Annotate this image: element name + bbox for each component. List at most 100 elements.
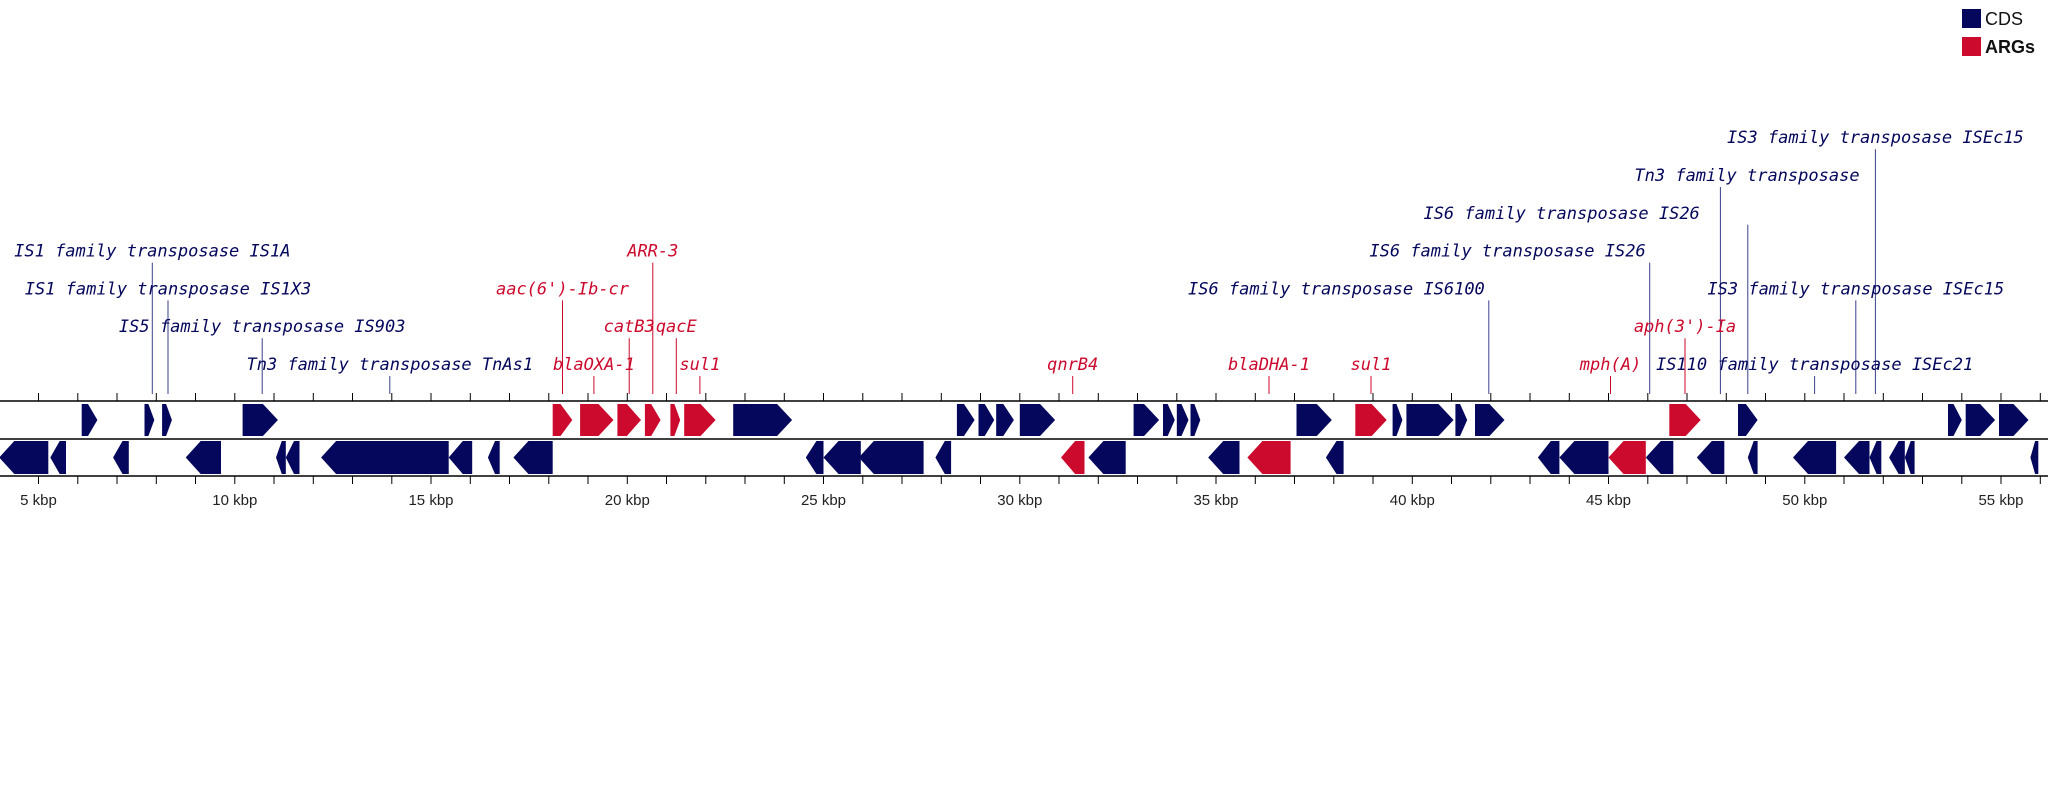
cds-feature-forward[interactable] [242, 404, 278, 436]
arg-feature-forward[interactable] [1355, 404, 1387, 436]
gene-features [0, 404, 2039, 474]
cds-feature-reverse[interactable] [0, 441, 49, 474]
axis-tick-label: 50 kbp [1782, 492, 1827, 509]
cds-feature-reverse[interactable] [50, 441, 66, 474]
cds-feature-reverse[interactable] [1088, 441, 1126, 474]
cds-feature-forward[interactable] [1475, 404, 1505, 436]
cds-feature-reverse[interactable] [1325, 441, 1344, 474]
axis-tick-label: 15 kbp [408, 492, 453, 509]
arg-feature-forward[interactable] [644, 404, 661, 436]
gene-label-is1-family-transposase-is1a: IS1 family transposase IS1A [14, 242, 290, 262]
cds-feature-forward[interactable] [733, 404, 793, 436]
gene-label-is110-family-transposase-isec21: IS110 family transposase ISEc21 [1656, 355, 1973, 375]
gene-label-sul1: sul1 [1351, 355, 1392, 375]
arg-feature-reverse[interactable] [1061, 441, 1085, 474]
arg-feature-forward[interactable] [617, 404, 641, 436]
cds-feature-forward[interactable] [162, 404, 172, 436]
arg-feature-forward[interactable] [552, 404, 573, 436]
cds-feature-reverse[interactable] [1869, 441, 1882, 474]
cds-feature-forward[interactable] [1190, 404, 1201, 436]
cds-feature-forward[interactable] [81, 404, 98, 436]
cds-feature-reverse[interactable] [1889, 441, 1905, 474]
cds-feature-reverse[interactable] [1844, 441, 1870, 474]
cds-feature-forward[interactable] [1455, 404, 1468, 436]
cds-feature-forward[interactable] [1163, 404, 1175, 436]
arg-feature-forward[interactable] [684, 404, 716, 436]
cds-feature-reverse[interactable] [285, 441, 300, 474]
axis-tick-label: 10 kbp [212, 492, 257, 509]
cds-feature-reverse[interactable] [487, 441, 500, 474]
cds-feature-reverse[interactable] [1537, 441, 1560, 474]
cds-legend-label: CDS [1985, 9, 2023, 29]
cds-feature-forward[interactable] [1176, 404, 1189, 436]
cds-feature-reverse[interactable] [1904, 441, 1915, 474]
gene-label-aac-6-ib-cr: aac(6')-Ib-cr [496, 279, 630, 299]
cds-feature-forward[interactable] [1738, 404, 1758, 436]
axis-tick-label: 45 kbp [1586, 492, 1631, 509]
cds-feature-reverse[interactable] [276, 441, 286, 474]
cds-feature-reverse[interactable] [185, 441, 221, 474]
axis-tick-label: 30 kbp [997, 492, 1042, 509]
cds-feature-reverse[interactable] [1747, 441, 1758, 474]
gene-label-is3-family-transposase-isec15: IS3 family transposase ISEc15 [1727, 128, 2024, 148]
gene-track [0, 400, 2048, 477]
cds-feature-reverse[interactable] [1793, 441, 1837, 474]
gene-label-is5-family-transposase-is903: IS5 family transposase IS903 [119, 317, 406, 337]
gene-label-mph-a: mph(A) [1579, 355, 1641, 375]
gene-label-is3-family-transposase-isec15: IS3 family transposase ISEc15 [1707, 279, 2004, 299]
gene-label-sul1: sul1 [679, 355, 720, 375]
gene-label-is6-family-transposase-is26: IS6 family transposase IS26 [1369, 242, 1645, 262]
cds-feature-forward[interactable] [1019, 404, 1056, 436]
arg-feature-forward[interactable] [1669, 404, 1701, 436]
cds-feature-reverse[interactable] [805, 441, 824, 474]
axis-tick-label: 40 kbp [1390, 492, 1435, 509]
cds-feature-reverse[interactable] [1696, 441, 1725, 474]
cds-feature-reverse[interactable] [513, 441, 553, 474]
cds-feature-reverse[interactable] [448, 441, 473, 474]
arg-feature-reverse[interactable] [1608, 441, 1646, 474]
axis-tick-label: 25 kbp [801, 492, 846, 509]
cds-feature-reverse[interactable] [858, 441, 924, 474]
cds-feature-reverse[interactable] [113, 441, 129, 474]
cds-feature-forward[interactable] [1296, 404, 1332, 436]
args-legend-label: ARGs [1985, 37, 2035, 57]
cds-feature-forward[interactable] [1999, 404, 2029, 436]
cds-feature-reverse[interactable] [935, 441, 952, 474]
arg-feature-forward[interactable] [670, 404, 681, 436]
gene-label-blaoxa-1: blaOXA-1 [553, 355, 635, 375]
cds-feature-reverse[interactable] [2030, 441, 2039, 474]
axis-tick-label: 35 kbp [1193, 492, 1238, 509]
gene-label-is6-family-transposase-is6100: IS6 family transposase IS6100 [1188, 279, 1485, 299]
cds-feature-forward[interactable] [978, 404, 995, 436]
cds-feature-forward[interactable] [956, 404, 975, 436]
axis-tick-label: 20 kbp [605, 492, 650, 509]
gene-label-is6-family-transposase-is26: IS6 family transposase IS26 [1423, 204, 1699, 224]
arg-feature-reverse[interactable] [1247, 441, 1291, 474]
cds-feature-reverse[interactable] [1208, 441, 1240, 474]
cds-feature-reverse[interactable] [321, 441, 449, 474]
cds-feature-forward[interactable] [996, 404, 1014, 436]
arg-feature-forward[interactable] [580, 404, 614, 436]
gene-label-tn3-family-transposase: Tn3 family transposase [1634, 166, 1859, 186]
axis-tick-label: 55 kbp [1978, 492, 2023, 509]
cds-feature-forward[interactable] [1133, 404, 1160, 436]
cds-feature-reverse[interactable] [823, 441, 861, 474]
gene-label-bladha-1: blaDHA-1 [1228, 355, 1310, 375]
gene-label-catb3: catB3 [604, 317, 655, 337]
cds-feature-forward[interactable] [1406, 404, 1454, 436]
gene-label-qace: qacE [656, 317, 698, 337]
cds-feature-reverse[interactable] [1559, 441, 1609, 474]
gene-labels: IS1 family transposase IS1A IS1 family tr… [14, 128, 2024, 375]
gene-label-tn3-family-transposase-tnas1: Tn3 family transposase TnAs1 [247, 355, 534, 375]
label-leaders [151, 149, 1876, 394]
cds-feature-forward[interactable] [1948, 404, 1962, 436]
cds-legend-swatch [1962, 9, 1981, 28]
axis: 5 kbp 10 kbp 15 kbp 20 kbp 25 kbp 30 kbp 35 kb… [20, 393, 2041, 509]
gene-label-arr-3: ARR-3 [626, 242, 678, 262]
gene-label-aph-3-ia: aph(3')-Ia [1634, 317, 1736, 337]
cds-feature-forward[interactable] [144, 404, 155, 436]
cds-feature-reverse[interactable] [1645, 441, 1674, 474]
cds-feature-forward[interactable] [1965, 404, 1996, 436]
cds-feature-forward[interactable] [1392, 404, 1403, 436]
